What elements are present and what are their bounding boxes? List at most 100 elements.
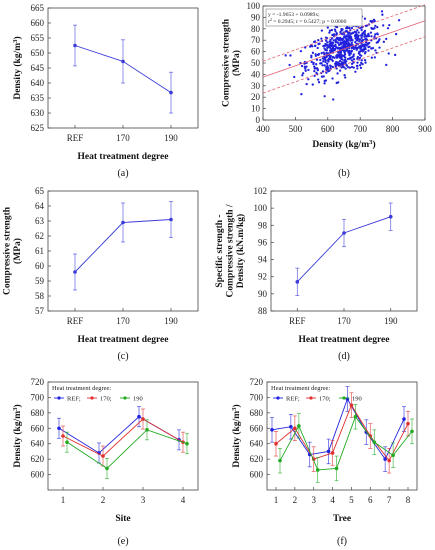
scatter-point <box>365 35 368 38</box>
scatter-point <box>354 30 358 34</box>
scatter-point <box>352 31 355 35</box>
scatter-point <box>322 60 325 63</box>
y-tick-label: 680 <box>31 408 45 418</box>
scatter-point <box>317 81 321 84</box>
scatter-point <box>331 41 335 45</box>
y-tick-label: 700 <box>250 392 264 402</box>
scatter-point <box>373 35 376 38</box>
scatter-point <box>354 46 357 49</box>
scatter-point <box>374 24 377 28</box>
panel-label: (a) <box>117 168 128 179</box>
scatter-point <box>338 55 341 58</box>
chart-panel-b: 0 10 20 30 40 50 60 70 80 90 100 400 500 600 700 800 900… <box>219 0 435 182</box>
scatter-point <box>339 31 342 35</box>
data-point <box>334 466 339 471</box>
scatter-point <box>346 27 349 30</box>
scatter-point <box>347 43 350 46</box>
scatter-point <box>350 38 354 42</box>
data-point <box>101 454 105 458</box>
scatter-point <box>288 63 291 67</box>
scatter-point <box>343 35 346 38</box>
data-point <box>57 426 61 431</box>
y-tick-label: 640 <box>31 439 45 449</box>
scatter-point <box>319 58 322 62</box>
scatter-point <box>342 44 345 47</box>
scatter-point <box>304 46 307 49</box>
scatter-point <box>357 31 360 34</box>
data-point <box>388 214 393 219</box>
x-tick-label: 190 <box>164 133 178 143</box>
y-tick-label: 600 <box>250 470 264 480</box>
scatter-point <box>361 48 364 51</box>
scatter-point <box>363 59 367 62</box>
scatter-point <box>335 61 338 64</box>
density-by-tree-chart: 600 620 640 660 680 700 720 1 2 3 4 5 6 7 8 Heat treatm… <box>231 377 418 547</box>
scatter-point <box>326 62 329 65</box>
scatter-point <box>320 37 323 40</box>
data-point <box>410 429 414 434</box>
scatter-point <box>289 54 292 57</box>
scatter-point <box>331 56 334 59</box>
y-tick-label: 620 <box>31 454 45 464</box>
y-tick-label: 720 <box>31 377 45 387</box>
scatter-point <box>356 67 359 70</box>
scatter-point <box>329 38 332 42</box>
density-by-treatment-chart: 625 630 635 640 645 650 655 660 665 REF 170 190 Heat… <box>12 3 199 179</box>
scatter-point <box>310 54 313 57</box>
data-point <box>383 457 387 461</box>
legend-label: REF; <box>67 395 81 402</box>
scatter-point <box>317 42 320 46</box>
scatter-point <box>382 24 385 27</box>
scatter-point <box>377 39 380 42</box>
scatter-point <box>376 33 379 36</box>
data-point <box>73 43 77 48</box>
scatter-point <box>373 56 376 59</box>
data-point <box>121 220 125 225</box>
data-point <box>270 428 274 432</box>
scatter-point <box>367 49 370 52</box>
data-point <box>326 449 331 454</box>
scatter-point <box>304 69 307 72</box>
y-tick-label: 0 <box>256 115 261 125</box>
y-tick-label: 665 <box>31 3 45 13</box>
scatter-point <box>348 66 352 69</box>
chart-panel-e: 600 620 640 660 680 700 720 1 2 3 4 Heat treatment … <box>0 368 216 550</box>
legend-title: Heat treatment degree: <box>52 385 111 392</box>
legend-marker <box>276 396 280 400</box>
scatter-point <box>314 53 317 56</box>
scatter-point <box>331 77 334 80</box>
scatter-point <box>364 24 368 28</box>
y-axis-label: Density (kg/m3) <box>12 404 24 467</box>
scatter-point <box>344 42 348 46</box>
scatter-point <box>320 75 324 78</box>
scatter-point <box>310 60 313 64</box>
scatter-point <box>341 54 344 58</box>
plot-frame <box>270 190 418 312</box>
y-tick-label: 60 <box>251 47 261 57</box>
compressive-strength-chart: 57 58 59 60 61 62 63 64 65 REF 170 190 Heat treatmen… <box>3 186 199 362</box>
scatter-point <box>356 29 359 32</box>
scatter-point <box>363 17 367 20</box>
scatter-point <box>321 64 324 67</box>
scatter-point <box>343 73 346 77</box>
x-tick-label: 170 <box>337 316 351 326</box>
scatter-point <box>378 46 381 49</box>
y-tick-label: 98 <box>258 220 268 230</box>
x-axis-label: Density (kg/m3) <box>312 139 375 151</box>
panel-label: (f) <box>337 536 347 547</box>
data-point <box>141 417 145 421</box>
scatter-point <box>350 62 354 65</box>
scatter-point <box>361 32 364 35</box>
scatter-point <box>320 29 324 32</box>
scatter-point <box>397 19 401 22</box>
legend-label: 190 <box>352 395 362 402</box>
scatter-point <box>332 39 335 42</box>
scatter-point <box>343 50 346 53</box>
x-axis-label: Tree <box>333 514 351 524</box>
scatter-point <box>301 74 304 77</box>
scatter-point <box>360 59 363 62</box>
y-tick-label: 620 <box>250 454 264 464</box>
y-tick-label: 100 <box>254 203 268 213</box>
data-point <box>391 453 395 458</box>
